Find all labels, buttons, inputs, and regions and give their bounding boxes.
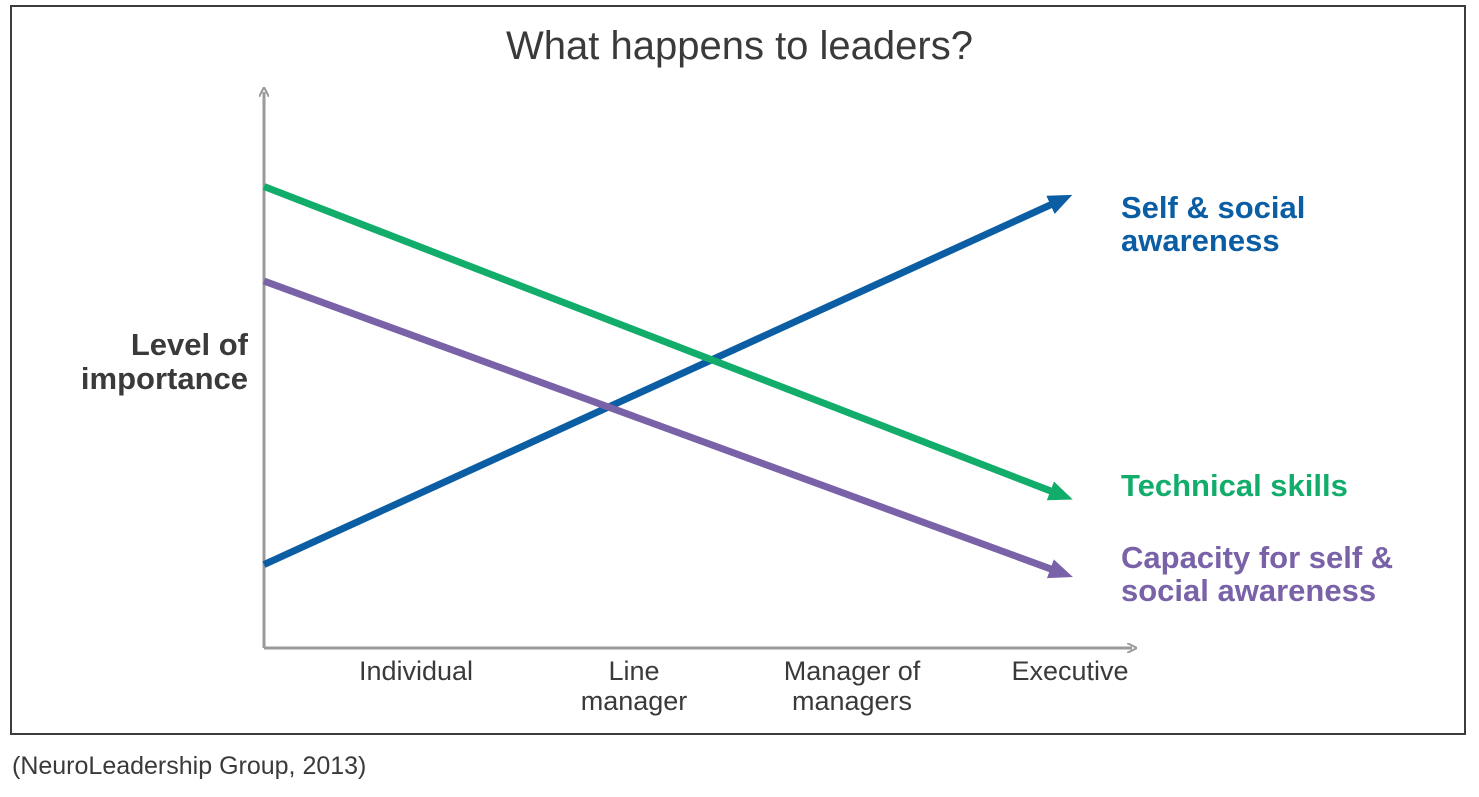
x-tick-individual: Individual xyxy=(316,656,516,686)
x-tick-label: Executive xyxy=(1011,656,1129,686)
y-axis-label-line-2: importance xyxy=(80,361,248,396)
x-tick-label: Line xyxy=(608,656,660,686)
x-tick-label: Manager of xyxy=(783,656,921,686)
series-label-line: social awareness xyxy=(1121,573,1377,608)
series-label-technical-skills: Technical skills xyxy=(1121,469,1348,502)
chart-title: What happens to leaders? xyxy=(506,24,973,68)
x-tick-manager-of-managers: Manager of managers xyxy=(752,656,952,716)
citation: (NeuroLeadership Group, 2013) xyxy=(12,752,367,780)
x-tick-executive: Executive xyxy=(970,656,1170,686)
x-tick-label: managers xyxy=(791,686,913,716)
x-tick-label: manager xyxy=(580,686,688,716)
x-tick-line-manager: Line manager xyxy=(534,656,734,716)
series-label-capacity-self-social-awareness: Capacity for self & social awareness xyxy=(1121,541,1393,607)
series-label-line: Capacity for self & xyxy=(1121,540,1394,575)
series-label-self-social-awareness: Self & social awareness xyxy=(1121,191,1305,257)
y-axis-label: Level of importance xyxy=(40,328,248,396)
x-tick-label: Individual xyxy=(358,656,474,686)
y-axis-label-line-1: Level of xyxy=(130,327,248,362)
series-line-capacity-self-social-awareness xyxy=(262,277,1073,579)
series-line-self-social-awareness xyxy=(262,194,1073,568)
series-label-line: awareness xyxy=(1121,223,1280,258)
chart-frame xyxy=(10,5,1466,735)
series-line-technical-skills xyxy=(262,183,1073,501)
series-label-line: Technical skills xyxy=(1121,468,1348,503)
series-label-line: Self & social xyxy=(1121,190,1306,225)
